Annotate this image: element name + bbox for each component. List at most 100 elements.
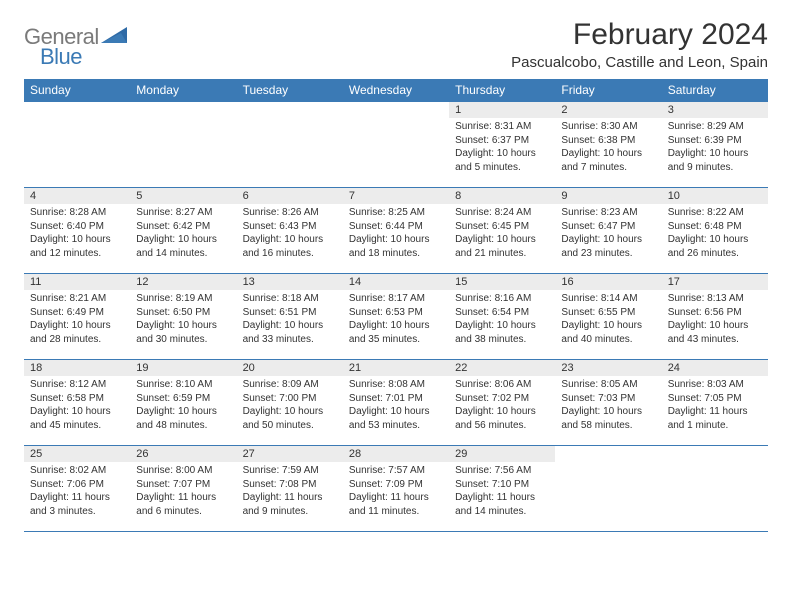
day-info: Sunrise: 8:24 AMSunset: 6:45 PMDaylight:… [449, 204, 555, 264]
day-sunrise: Sunrise: 8:31 AM [455, 120, 549, 134]
day-info: Sunrise: 8:12 AMSunset: 6:58 PMDaylight:… [24, 376, 130, 436]
brand-logo: General Blue [24, 18, 129, 70]
calendar-week-row: 18Sunrise: 8:12 AMSunset: 6:58 PMDayligh… [24, 360, 768, 446]
day-info: Sunrise: 8:25 AMSunset: 6:44 PMDaylight:… [343, 204, 449, 264]
day-daylight1: Daylight: 10 hours [243, 233, 337, 247]
day-daylight2: and 53 minutes. [349, 419, 443, 433]
day-info: Sunrise: 8:13 AMSunset: 6:56 PMDaylight:… [662, 290, 768, 350]
day-info: Sunrise: 8:18 AMSunset: 6:51 PMDaylight:… [237, 290, 343, 350]
day-daylight1: Daylight: 10 hours [243, 319, 337, 333]
day-sunset: Sunset: 7:01 PM [349, 392, 443, 406]
day-info: Sunrise: 8:21 AMSunset: 6:49 PMDaylight:… [24, 290, 130, 350]
day-sunrise: Sunrise: 8:00 AM [136, 464, 230, 478]
day-number: 18 [24, 360, 130, 376]
day-daylight1: Daylight: 10 hours [561, 147, 655, 161]
day-info: Sunrise: 7:57 AMSunset: 7:09 PMDaylight:… [343, 462, 449, 522]
day-number: 21 [343, 360, 449, 376]
day-sunrise: Sunrise: 8:30 AM [561, 120, 655, 134]
calendar-week-row: 1Sunrise: 8:31 AMSunset: 6:37 PMDaylight… [24, 102, 768, 188]
day-daylight1: Daylight: 10 hours [668, 233, 762, 247]
day-daylight2: and 58 minutes. [561, 419, 655, 433]
day-info: Sunrise: 8:23 AMSunset: 6:47 PMDaylight:… [555, 204, 661, 264]
day-number: 25 [24, 446, 130, 462]
day-daylight2: and 12 minutes. [30, 247, 124, 261]
day-sunset: Sunset: 6:42 PM [136, 220, 230, 234]
day-daylight1: Daylight: 10 hours [136, 319, 230, 333]
day-sunrise: Sunrise: 8:25 AM [349, 206, 443, 220]
day-number: 24 [662, 360, 768, 376]
day-daylight1: Daylight: 11 hours [136, 491, 230, 505]
day-info: Sunrise: 8:10 AMSunset: 6:59 PMDaylight:… [130, 376, 236, 436]
day-daylight2: and 18 minutes. [349, 247, 443, 261]
day-sunset: Sunset: 6:54 PM [455, 306, 549, 320]
calendar-day-cell: 4Sunrise: 8:28 AMSunset: 6:40 PMDaylight… [24, 188, 130, 274]
day-info: Sunrise: 8:16 AMSunset: 6:54 PMDaylight:… [449, 290, 555, 350]
brand-triangle-icon [101, 25, 129, 50]
day-sunset: Sunset: 6:59 PM [136, 392, 230, 406]
day-sunrise: Sunrise: 7:59 AM [243, 464, 337, 478]
weekday-header: Sunday [24, 79, 130, 102]
day-daylight1: Daylight: 10 hours [455, 233, 549, 247]
calendar-day-cell: 20Sunrise: 8:09 AMSunset: 7:00 PMDayligh… [237, 360, 343, 446]
calendar-day-cell [343, 102, 449, 188]
day-number: 16 [555, 274, 661, 290]
calendar-day-cell [130, 102, 236, 188]
calendar-day-cell [237, 102, 343, 188]
calendar-day-cell: 3Sunrise: 8:29 AMSunset: 6:39 PMDaylight… [662, 102, 768, 188]
weekday-header: Friday [555, 79, 661, 102]
day-sunset: Sunset: 6:39 PM [668, 134, 762, 148]
day-sunset: Sunset: 6:53 PM [349, 306, 443, 320]
day-sunrise: Sunrise: 8:02 AM [30, 464, 124, 478]
day-daylight1: Daylight: 10 hours [243, 405, 337, 419]
day-info: Sunrise: 8:27 AMSunset: 6:42 PMDaylight:… [130, 204, 236, 264]
weekday-header: Tuesday [237, 79, 343, 102]
day-daylight2: and 26 minutes. [668, 247, 762, 261]
title-block: February 2024 Pascualcobo, Castille and … [511, 18, 768, 71]
calendar-day-cell: 14Sunrise: 8:17 AMSunset: 6:53 PMDayligh… [343, 274, 449, 360]
day-number: 5 [130, 188, 236, 204]
day-info: Sunrise: 7:56 AMSunset: 7:10 PMDaylight:… [449, 462, 555, 522]
day-sunset: Sunset: 7:09 PM [349, 478, 443, 492]
day-sunset: Sunset: 6:40 PM [30, 220, 124, 234]
day-sunset: Sunset: 6:58 PM [30, 392, 124, 406]
day-daylight2: and 7 minutes. [561, 161, 655, 175]
day-info: Sunrise: 8:30 AMSunset: 6:38 PMDaylight:… [555, 118, 661, 178]
day-info: Sunrise: 8:29 AMSunset: 6:39 PMDaylight:… [662, 118, 768, 178]
day-info: Sunrise: 7:59 AMSunset: 7:08 PMDaylight:… [237, 462, 343, 522]
calendar-day-cell: 10Sunrise: 8:22 AMSunset: 6:48 PMDayligh… [662, 188, 768, 274]
day-daylight2: and 14 minutes. [136, 247, 230, 261]
day-sunset: Sunset: 6:48 PM [668, 220, 762, 234]
day-info: Sunrise: 8:03 AMSunset: 7:05 PMDaylight:… [662, 376, 768, 436]
day-daylight2: and 1 minute. [668, 419, 762, 433]
day-info: Sunrise: 8:02 AMSunset: 7:06 PMDaylight:… [24, 462, 130, 522]
day-daylight1: Daylight: 10 hours [455, 147, 549, 161]
day-daylight2: and 5 minutes. [455, 161, 549, 175]
calendar-week-row: 11Sunrise: 8:21 AMSunset: 6:49 PMDayligh… [24, 274, 768, 360]
day-sunrise: Sunrise: 8:14 AM [561, 292, 655, 306]
location-label: Pascualcobo, Castille and Leon, Spain [511, 54, 768, 71]
day-sunset: Sunset: 7:05 PM [668, 392, 762, 406]
weekday-header: Thursday [449, 79, 555, 102]
day-daylight1: Daylight: 10 hours [455, 319, 549, 333]
calendar-day-cell: 27Sunrise: 7:59 AMSunset: 7:08 PMDayligh… [237, 446, 343, 532]
day-info: Sunrise: 8:00 AMSunset: 7:07 PMDaylight:… [130, 462, 236, 522]
day-sunset: Sunset: 6:49 PM [30, 306, 124, 320]
day-daylight1: Daylight: 10 hours [561, 405, 655, 419]
day-sunset: Sunset: 7:08 PM [243, 478, 337, 492]
day-sunrise: Sunrise: 8:12 AM [30, 378, 124, 392]
day-info: Sunrise: 8:17 AMSunset: 6:53 PMDaylight:… [343, 290, 449, 350]
day-number: 8 [449, 188, 555, 204]
day-number: 10 [662, 188, 768, 204]
day-number: 2 [555, 102, 661, 118]
day-sunset: Sunset: 6:56 PM [668, 306, 762, 320]
day-daylight2: and 6 minutes. [136, 505, 230, 519]
day-daylight2: and 48 minutes. [136, 419, 230, 433]
day-daylight2: and 9 minutes. [668, 161, 762, 175]
day-daylight1: Daylight: 11 hours [30, 491, 124, 505]
day-number: 1 [449, 102, 555, 118]
day-sunrise: Sunrise: 8:29 AM [668, 120, 762, 134]
day-sunset: Sunset: 6:43 PM [243, 220, 337, 234]
weekday-header: Wednesday [343, 79, 449, 102]
day-info: Sunrise: 8:05 AMSunset: 7:03 PMDaylight:… [555, 376, 661, 436]
weekday-header: Saturday [662, 79, 768, 102]
